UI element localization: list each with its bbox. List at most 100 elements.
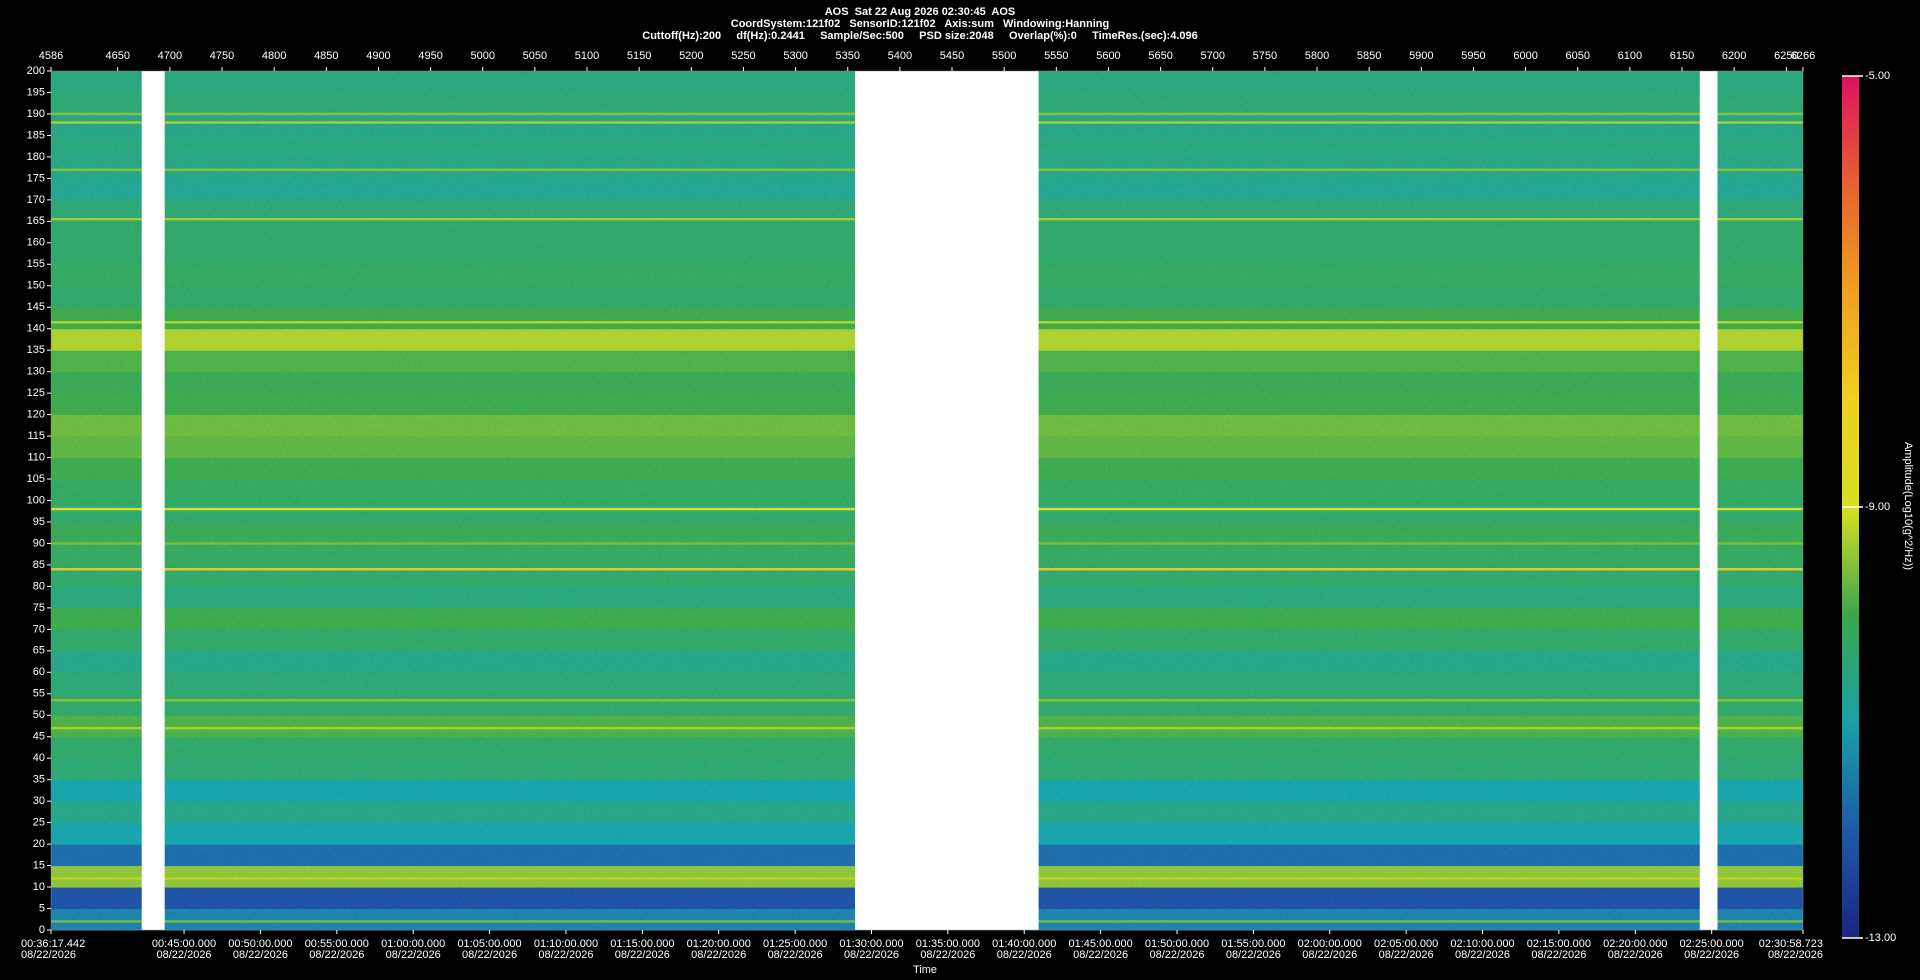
y-tick-label: 65 — [33, 645, 45, 657]
x-tick-label: 5050 — [523, 50, 547, 62]
time-tick-label: 01:35:00.000 — [916, 938, 980, 950]
x-tick-label: 6150 — [1670, 50, 1694, 62]
date-tick-label: 08/22/2026 — [21, 949, 76, 961]
data-gap — [1699, 71, 1718, 930]
y-tick-label: 200 — [27, 65, 45, 77]
x-tick-label: 5900 — [1409, 50, 1433, 62]
x-tick-label: 5750 — [1253, 50, 1277, 62]
y-tick-label: 40 — [33, 752, 45, 764]
x-tick-label: 6100 — [1618, 50, 1642, 62]
x-tick-label: 6250 — [1774, 50, 1798, 62]
x-tick-label: 5300 — [783, 50, 807, 62]
y-tick-label: 135 — [27, 344, 45, 356]
y-tick-label: 185 — [27, 129, 45, 141]
y-tick-label: 165 — [27, 215, 45, 227]
time-tick-label: 01:05:00.000 — [457, 938, 521, 950]
date-tick-label: 08/22/2026 — [691, 949, 746, 961]
y-tick-label: 50 — [33, 709, 45, 721]
y-tick-label: 160 — [27, 237, 45, 249]
y-tick-label: 110 — [27, 451, 45, 463]
time-tick-label: 01:45:00.000 — [1069, 938, 1133, 950]
y-tick-label: 45 — [33, 731, 45, 743]
date-tick-label: 08/22/2026 — [1608, 949, 1663, 961]
y-tick-label: 20 — [33, 838, 45, 850]
y-tick-label: 5 — [39, 902, 45, 914]
time-tick-label: 01:30:00.000 — [839, 938, 903, 950]
y-tick-label: 155 — [27, 258, 45, 270]
time-tick-label: 02:20:00.000 — [1603, 938, 1667, 950]
time-tick-label: 02:05:00.000 — [1374, 938, 1438, 950]
date-tick-label: 08/22/2026 — [997, 949, 1052, 961]
date-tick-label: 08/22/2026 — [768, 949, 823, 961]
data-gap — [855, 71, 1039, 930]
x-tick-label: 5000 — [471, 50, 495, 62]
time-tick-label: 00:36:17.442 — [21, 938, 85, 950]
y-tick-label: 180 — [27, 151, 45, 163]
y-tick-label: 130 — [27, 366, 45, 378]
date-tick-label: 08/22/2026 — [920, 949, 975, 961]
y-tick-label: 75 — [33, 602, 45, 614]
x-tick-label: 6050 — [1566, 50, 1590, 62]
y-tick-label: 120 — [27, 409, 45, 421]
subtitle: CoordSystem:121f02 SensorID:121f02 Axis:… — [731, 18, 1109, 30]
time-tick-label: 02:00:00.000 — [1298, 938, 1362, 950]
colorbar-tick-label: -9.00 — [1865, 501, 1890, 513]
y-tick-label: 60 — [33, 666, 45, 678]
x-tick-label: 5850 — [1357, 50, 1381, 62]
time-tick-label: 01:55:00.000 — [1221, 938, 1285, 950]
date-tick-label: 08/22/2026 — [462, 949, 517, 961]
date-tick-label: 08/22/2026 — [1531, 949, 1586, 961]
x-tick-label: 5650 — [1148, 50, 1172, 62]
time-tick-label: 00:45:00.000 — [152, 938, 216, 950]
time-tick-label: 00:50:00.000 — [228, 938, 292, 950]
x-tick-label: 4800 — [262, 50, 286, 62]
x-tick-label: 4650 — [106, 50, 130, 62]
x-tick-label: 5450 — [940, 50, 964, 62]
date-tick-label: 08/22/2026 — [309, 949, 364, 961]
y-tick-label: 175 — [27, 172, 45, 184]
x-tick-label: 5350 — [836, 50, 860, 62]
y-tick-label: 90 — [33, 537, 45, 549]
y-tick-label: 195 — [27, 86, 45, 98]
time-tick-label: 01:10:00.000 — [534, 938, 598, 950]
y-tick-label: 80 — [33, 580, 45, 592]
subtitle: Cuttoff(Hz):200 df(Hz):0.2441 Sample/Sec… — [642, 30, 1198, 42]
date-tick-label: 08/22/2026 — [157, 949, 212, 961]
time-tick-label: 01:20:00.000 — [687, 938, 751, 950]
y-tick-label: 145 — [27, 301, 45, 313]
time-tick-label: 01:25:00.000 — [763, 938, 827, 950]
date-tick-label: 08/22/2026 — [1768, 949, 1823, 961]
x-tick-label: 4850 — [314, 50, 338, 62]
x-tick-label: 5700 — [1201, 50, 1225, 62]
x-tick-label: 5550 — [1044, 50, 1068, 62]
y-tick-label: 125 — [27, 387, 45, 399]
y-tick-label: 15 — [33, 859, 45, 871]
x-tick-label: 5500 — [992, 50, 1016, 62]
data-gap — [141, 71, 165, 930]
y-tick-label: 35 — [33, 774, 45, 786]
date-tick-label: 08/22/2026 — [844, 949, 899, 961]
time-tick-label: 01:15:00.000 — [610, 938, 674, 950]
date-tick-label: 08/22/2026 — [1149, 949, 1204, 961]
time-tick-label: 00:55:00.000 — [305, 938, 369, 950]
x-tick-label: 5800 — [1305, 50, 1329, 62]
x-tick-label: 5950 — [1461, 50, 1485, 62]
time-tick-label: 02:15:00.000 — [1527, 938, 1591, 950]
date-tick-label: 08/22/2026 — [538, 949, 593, 961]
date-tick-label: 08/22/2026 — [1455, 949, 1510, 961]
x-tick-label: 4586 — [39, 50, 63, 62]
y-tick-label: 10 — [33, 881, 45, 893]
x-tick-label: 6200 — [1722, 50, 1746, 62]
x-tick-label: 5100 — [575, 50, 599, 62]
x-tick-label: 5200 — [679, 50, 703, 62]
y-tick-label: 0 — [39, 924, 45, 936]
date-tick-label: 08/22/2026 — [1073, 949, 1128, 961]
y-tick-label: 95 — [33, 516, 45, 528]
y-tick-label: 140 — [27, 323, 45, 335]
time-tick-label: 01:40:00.000 — [992, 938, 1056, 950]
x-tick-label: 5150 — [627, 50, 651, 62]
x-tick-label: 4900 — [366, 50, 390, 62]
date-tick-label: 08/22/2026 — [1684, 949, 1739, 961]
y-tick-label: 105 — [27, 473, 45, 485]
date-tick-label: 08/22/2026 — [233, 949, 288, 961]
